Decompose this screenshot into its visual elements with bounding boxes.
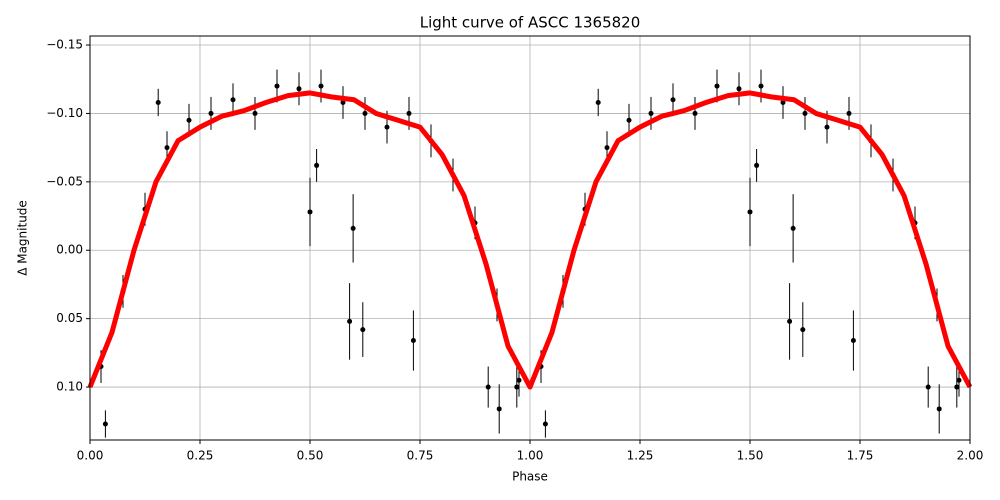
data-point xyxy=(347,318,353,324)
data-point xyxy=(670,97,676,103)
data-point xyxy=(516,377,522,383)
data-point xyxy=(186,117,192,123)
data-point xyxy=(296,86,302,92)
x-tick-label: 1.50 xyxy=(737,449,764,463)
data-point xyxy=(314,162,320,168)
data-point xyxy=(754,162,760,168)
data-point xyxy=(936,406,942,412)
data-point xyxy=(340,99,346,105)
ticks: 0.00 0.25 0.50 0.75 1.00 1.25 1.50 1.75 2.00 0.10… xyxy=(46,38,983,463)
data-point xyxy=(360,327,366,333)
data-point xyxy=(956,377,962,383)
data-point xyxy=(800,327,806,333)
data-point xyxy=(714,83,720,89)
data-point xyxy=(362,110,368,116)
data-point xyxy=(736,86,742,92)
smoothed-curve xyxy=(87,90,973,390)
data-point xyxy=(230,97,236,103)
y-tick-label: 0.10 xyxy=(56,380,83,394)
x-axis-label: Phase xyxy=(512,470,548,484)
chart-title: Light curve of ASCC 1365820 xyxy=(420,14,641,32)
data-point xyxy=(626,117,632,123)
data-point xyxy=(787,318,793,324)
data-point xyxy=(485,384,491,390)
data-point xyxy=(274,83,280,89)
data-point xyxy=(648,110,654,116)
data-point xyxy=(542,421,548,427)
data-point xyxy=(802,110,808,116)
data-point xyxy=(595,99,601,105)
data-point xyxy=(790,225,796,231)
x-tick-label: 1.00 xyxy=(517,449,544,463)
data-point xyxy=(925,384,931,390)
data-point xyxy=(954,384,960,390)
y-tick-label: 0.00 xyxy=(56,243,83,257)
y-tick-label: −0.05 xyxy=(46,174,83,188)
x-tick-label: 1.75 xyxy=(847,449,874,463)
y-axis-label: Δ Magnitude xyxy=(16,200,30,276)
data-point xyxy=(208,110,214,116)
x-tick-label: 2.00 xyxy=(957,449,984,463)
data-point xyxy=(758,83,764,89)
data-point xyxy=(307,209,313,215)
data-point xyxy=(102,421,108,427)
data-point xyxy=(747,209,753,215)
x-tick-label: 0.00 xyxy=(77,449,104,463)
data-point xyxy=(850,338,856,344)
y-tick-label: −0.10 xyxy=(46,106,83,120)
x-tick-label: 1.25 xyxy=(627,449,654,463)
plot-area xyxy=(87,69,973,438)
y-tick-label: 0.05 xyxy=(56,311,83,325)
x-tick-label: 0.25 xyxy=(187,449,214,463)
y-tick-label: −0.15 xyxy=(46,38,83,52)
data-point xyxy=(318,83,324,89)
data-point xyxy=(514,384,520,390)
data-point xyxy=(252,110,258,116)
data-point xyxy=(384,124,390,130)
data-point xyxy=(350,225,356,231)
data-point xyxy=(410,338,416,344)
data-point xyxy=(155,99,161,105)
x-tick-label: 0.75 xyxy=(407,449,434,463)
data-point xyxy=(780,99,786,105)
data-point xyxy=(846,110,852,116)
data-point xyxy=(604,145,610,151)
data-point xyxy=(406,110,412,116)
data-point xyxy=(164,145,170,151)
data-point xyxy=(692,110,698,116)
data-point xyxy=(824,124,830,130)
data-point xyxy=(496,406,502,412)
x-tick-label: 0.50 xyxy=(297,449,324,463)
